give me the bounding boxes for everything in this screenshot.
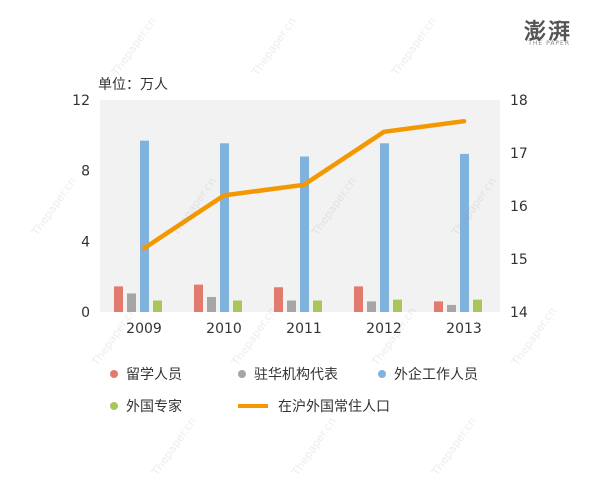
bar-zhuanjia: [153, 300, 162, 312]
legend-label-zhuhua: 驻华机构代表: [254, 367, 338, 383]
x-tick-label: 2013: [446, 321, 482, 337]
legend-item-zhuanjia: 外国专家: [110, 396, 182, 416]
x-tick-label: 2012: [366, 321, 402, 337]
y-right-tick-label: 14: [510, 305, 528, 321]
bar-waiqi: [460, 153, 469, 312]
y-axis-left: 0 4 8 12: [72, 93, 90, 321]
y-left-tick-label: 0: [81, 305, 90, 321]
legend-swatch-zhuhua: [238, 370, 246, 378]
unit-label: 单位：万人: [98, 77, 168, 93]
bar-waiqi: [380, 143, 389, 312]
legend-label-line: 在沪外国常住人口: [278, 399, 390, 415]
y-axis-right: 14 15 16 17 18: [510, 93, 528, 321]
legend-label-waiqi: 外企工作人员: [394, 367, 478, 383]
line-series: [141, 118, 467, 251]
bar-zhuhua: [127, 293, 136, 312]
bar-zhuhua: [207, 296, 216, 312]
bar-waiqi: [300, 156, 309, 312]
bar-zhuanjia: [393, 299, 402, 312]
population-line: [141, 118, 467, 251]
y-right-tick-label: 18: [510, 93, 528, 109]
bar-liuxue: [194, 284, 203, 312]
y-left-tick-label: 12: [72, 93, 90, 109]
bar-zhuhua: [447, 304, 456, 312]
legend-swatch-waiqi: [378, 370, 386, 378]
legend-swatch-zhuanjia: [110, 402, 118, 410]
logo: 澎湃: [523, 19, 572, 45]
bar-liuxue: [114, 286, 123, 312]
legend-label-liuxue: 留学人员: [126, 367, 182, 383]
x-tick-label: 2009: [126, 321, 162, 337]
legend-item-zhuhua: 驻华机构代表: [238, 364, 338, 384]
y-right-tick-label: 17: [510, 146, 528, 162]
legend-label-zhuanjia: 外国专家: [126, 399, 182, 415]
logo-subtitle: THE PAPER: [528, 40, 570, 47]
bar-waiqi: [140, 140, 149, 312]
x-axis: 2009 2010 2011 2012 2013: [126, 321, 482, 337]
bar-waiqi: [220, 143, 229, 312]
bar-zhuanjia: [233, 300, 242, 312]
bar-zhuanjia: [473, 299, 482, 312]
y-right-tick-label: 16: [510, 199, 528, 215]
bar-zhuanjia: [313, 300, 322, 312]
x-tick-label: 2011: [286, 321, 322, 337]
x-tick-label: 2010: [206, 321, 242, 337]
legend-item-liuxue: 留学人员: [110, 364, 182, 384]
bar-liuxue: [354, 286, 363, 312]
bar-zhuhua: [367, 301, 376, 312]
legend-swatch-liuxue: [110, 370, 118, 378]
y-left-tick-label: 4: [81, 234, 90, 250]
y-left-tick-label: 8: [81, 164, 90, 180]
bar-zhuhua: [287, 300, 296, 312]
bar-liuxue: [274, 287, 283, 312]
bar-liuxue: [434, 301, 443, 312]
legend-item-line: 在沪外国常住人口: [238, 396, 390, 416]
y-right-tick-label: 15: [510, 252, 528, 268]
legend-swatch-line: [238, 404, 268, 408]
bar-series: [114, 140, 482, 312]
legend-item-waiqi: 外企工作人员: [378, 364, 478, 384]
